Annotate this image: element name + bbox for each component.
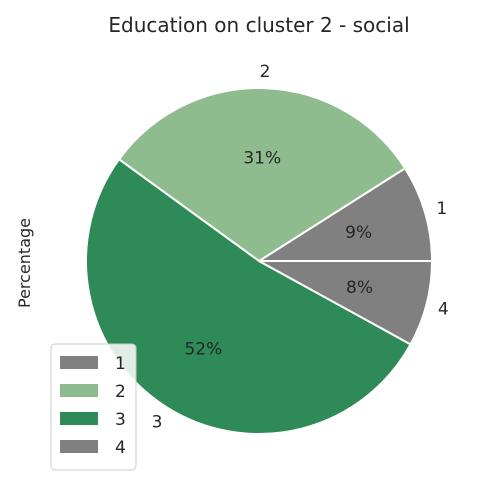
legend-swatch-2 bbox=[60, 384, 98, 397]
legend-label-4: 4 bbox=[115, 438, 126, 458]
pie-category-labels: 1 2 3 4 bbox=[152, 62, 449, 433]
legend-label-2: 2 bbox=[115, 382, 126, 402]
pie-slice-2 bbox=[117, 87, 407, 263]
legend-swatch-1 bbox=[60, 356, 98, 369]
pie-slice-3 bbox=[84, 157, 412, 436]
pie-category-label-4: 4 bbox=[438, 299, 449, 319]
y-axis-label: Percentage bbox=[15, 218, 34, 308]
pie-category-label-1: 1 bbox=[436, 199, 447, 219]
pie-slice-4 bbox=[258, 260, 434, 346]
pie-slice-1 bbox=[255, 166, 434, 262]
pie-percent-label-1: 9% bbox=[345, 223, 372, 243]
legend-label-1: 1 bbox=[115, 354, 126, 374]
chart-title: Education on cluster 2 - social bbox=[108, 13, 409, 37]
legend-swatch-4 bbox=[60, 440, 98, 453]
pie-percent-label-4: 8% bbox=[346, 278, 373, 298]
pie-percent-label-2: 31% bbox=[243, 148, 281, 168]
legend-label-3: 3 bbox=[115, 410, 126, 430]
pie-category-label-2: 2 bbox=[260, 62, 271, 82]
legend: 1 2 3 4 bbox=[50, 343, 137, 471]
pie-percent-label-3: 52% bbox=[184, 340, 222, 360]
legend-frame bbox=[50, 343, 137, 471]
pie-percent-labels: 9% 31% 52% 8% bbox=[184, 148, 373, 359]
legend-swatch-3 bbox=[60, 412, 98, 425]
pie-slices bbox=[84, 87, 434, 436]
pie-category-label-3: 3 bbox=[152, 413, 163, 433]
